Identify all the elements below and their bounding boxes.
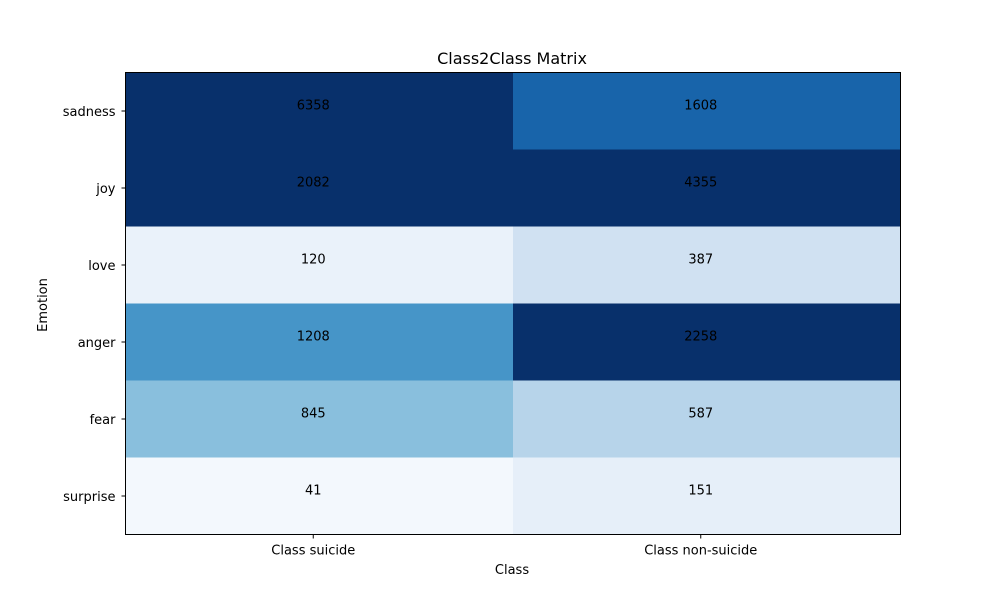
heatmap-cell (125, 303, 514, 381)
cell-value-label: 845 (301, 407, 326, 422)
cell-value-label: 120 (301, 253, 326, 268)
heatmap-cells (125, 72, 901, 535)
y-tick-label: anger (78, 336, 116, 351)
cell-value-label: 4355 (684, 176, 717, 191)
y-tick-label: sadness (63, 105, 116, 120)
chart-title: Class2Class Matrix (437, 49, 587, 68)
y-tick-label: love (88, 259, 115, 274)
cell-value-label: 2258 (684, 330, 717, 345)
heatmap-cell (513, 457, 901, 535)
cell-value-label: 387 (688, 253, 713, 268)
y-axis: sadness joy love anger fear surprise (63, 105, 126, 505)
x-tick-label: Class non-suicide (644, 544, 757, 559)
cell-value-label: 2082 (297, 176, 330, 191)
heatmap-cell (513, 226, 901, 304)
x-tick-label: Class suicide (271, 544, 355, 559)
y-tick-label: joy (95, 182, 116, 197)
cell-value-label: 587 (688, 407, 713, 422)
cell-value-label: 1208 (297, 330, 330, 345)
plot-frame (125, 72, 901, 535)
heatmap-cell (513, 303, 901, 381)
y-tick-label: surprise (63, 490, 115, 505)
y-axis-label: Emotion (36, 278, 51, 332)
heatmap-cell (513, 380, 901, 458)
heatmap-cell (125, 149, 514, 227)
x-axis-label: Class (495, 563, 529, 578)
x-axis: Class suicide Class non-suicide (271, 534, 757, 559)
heatmap-cell (125, 226, 514, 304)
heatmap-cell (513, 149, 901, 227)
heatmap-cell (125, 380, 514, 458)
heatmap-cell-labels: 6358 1608 2082 4355 120 387 1208 2258 845 587 41 15… (297, 99, 718, 499)
heatmap-cell (513, 72, 901, 150)
cell-value-label: 1608 (684, 99, 717, 114)
cell-value-label: 41 (305, 484, 322, 499)
cell-value-label: 6358 (297, 99, 330, 114)
cell-value-label: 151 (688, 484, 713, 499)
y-tick-label: fear (90, 413, 117, 428)
heatmap-cell (125, 457, 514, 535)
heatmap-cell (125, 72, 514, 150)
